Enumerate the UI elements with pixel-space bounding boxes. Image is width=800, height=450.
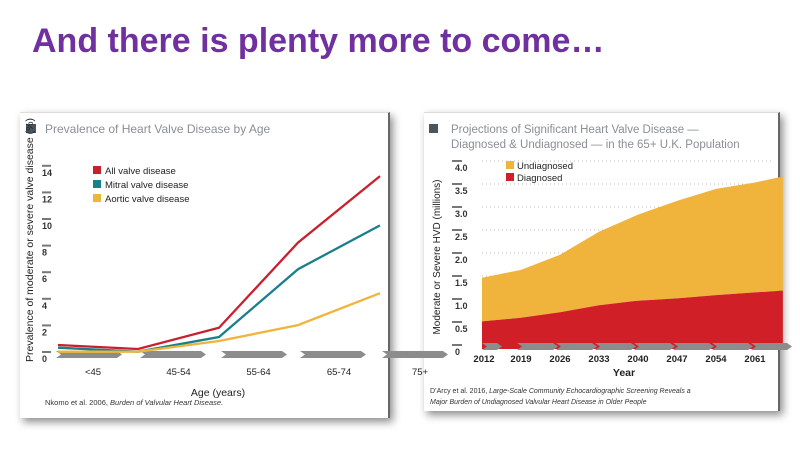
x-tick-label: 55-64 — [246, 367, 270, 378]
y-tick-mark — [42, 351, 51, 353]
y-tick-mark — [452, 183, 462, 185]
legend-label: Aortic valve disease — [105, 194, 189, 205]
x-axis-chevron — [751, 343, 792, 350]
y-tick-mark — [452, 206, 462, 208]
x-axis-label: Year — [613, 367, 635, 379]
x-tick-label: 2012 — [473, 354, 494, 365]
y-tick-label: 3.0 — [455, 209, 468, 219]
y-tick-label: 0 — [42, 354, 47, 364]
x-tick-label: 45-54 — [166, 367, 190, 378]
x-tick-label: 2040 — [627, 354, 648, 365]
y-tick-mark — [452, 321, 462, 323]
chart2-title-line1: Projections of Significant Heart Valve D… — [451, 124, 699, 136]
x-tick-label: 2033 — [588, 354, 609, 365]
y-tick-label: 10 — [42, 221, 52, 231]
y-tick-label: 4.0 — [455, 163, 468, 173]
y-tick-label: 8 — [42, 248, 47, 258]
y-tick-label: 2.0 — [455, 255, 468, 265]
chart1-title: Prevalence of Heart Valve Disease by Age — [45, 122, 271, 136]
y-tick-mark — [452, 275, 462, 277]
legend-swatch — [93, 180, 101, 188]
source-authors: D’Arcy et al. 2016, — [430, 388, 489, 395]
x-axis-chevron — [634, 343, 675, 350]
x-tick-label: 2047 — [666, 354, 687, 365]
y-tick-label: 4 — [42, 301, 47, 311]
y-tick-mark — [42, 324, 51, 327]
y-tick-mark — [452, 229, 462, 231]
x-axis-chevron — [140, 351, 206, 358]
x-axis-chevron — [300, 351, 366, 358]
legend-label: Mitral valve disease — [105, 180, 188, 191]
y-tick-mark — [452, 298, 462, 300]
y-tick-label: 3.5 — [455, 186, 468, 196]
slide-title: And there is plenty more to come… — [32, 22, 605, 60]
x-tick-label: 75+ — [412, 367, 429, 378]
source-citation-line2: Major Burden of Undiagnosed Valvular Hea… — [430, 399, 647, 406]
y-tick-mark — [452, 252, 462, 254]
y-tick-mark — [42, 164, 51, 167]
legend-label: Undiagnosed — [517, 161, 573, 172]
y-tick-label: 0 — [455, 347, 460, 357]
y-tick-mark — [42, 191, 51, 194]
area-undiagnosed — [482, 176, 783, 322]
y-tick-label: 0.5 — [455, 324, 468, 334]
y-axis-label: Moderate or Severe HVD (millions) — [432, 179, 443, 334]
x-tick-label: 65-74 — [327, 367, 351, 378]
x-tick-label: 2026 — [549, 354, 570, 365]
y-tick-mark — [42, 244, 51, 247]
legend-swatch — [506, 161, 514, 169]
y-tick-mark — [452, 344, 462, 346]
source-title-line1: Large-Scale Community Echocardiographic … — [489, 388, 691, 395]
chart-panel-prevalence — [20, 112, 390, 418]
y-tick-label: 6 — [42, 274, 47, 284]
x-axis-chevron — [517, 343, 558, 350]
x-tick-label: 2054 — [705, 354, 727, 365]
source-citation: Nkomo et al. 2006, Burden of Valvular He… — [45, 398, 223, 407]
x-axis-chevron — [595, 343, 636, 350]
chart2-title-line2: Diagnosed & Undiagnosed — in the 65+ U.K… — [451, 139, 740, 151]
y-tick-label: 2 — [42, 327, 47, 337]
y-tick-label: 14 — [42, 168, 52, 178]
legend-label: Diagnosed — [517, 173, 562, 184]
legend-label: All valve disease — [105, 166, 176, 177]
source-title: Burden of Valvular Heart Disease. — [110, 398, 223, 407]
y-tick-label: 12 — [42, 194, 52, 204]
x-tick-label: 2019 — [510, 354, 531, 365]
x-axis-chevron — [382, 351, 448, 358]
area-diagnosed — [482, 290, 783, 349]
x-axis-chevron — [556, 343, 597, 350]
series-line-0 — [57, 175, 381, 351]
y-tick-mark — [42, 271, 51, 274]
x-tick-label: <45 — [85, 367, 101, 378]
legend-swatch — [93, 194, 101, 202]
x-axis-chevron — [673, 343, 714, 350]
x-axis-chevron — [221, 351, 287, 358]
title-bullet-icon — [26, 124, 36, 133]
series-line-2 — [58, 292, 381, 353]
source-citation: D’Arcy et al. 2016, Large-Scale Communit… — [430, 388, 691, 395]
source-authors: Nkomo et al. 2006, — [45, 398, 110, 407]
y-tick-mark — [42, 218, 51, 220]
y-tick-mark — [42, 297, 51, 300]
y-tick-mark — [452, 160, 462, 162]
x-tick-label: 2061 — [744, 354, 766, 365]
y-tick-label: 2.5 — [455, 232, 468, 242]
legend-swatch — [93, 166, 101, 174]
y-axis-label: Prevalence of moderate or severe valve d… — [24, 118, 36, 362]
y-tick-label: 1.5 — [455, 278, 468, 288]
x-axis-chevron — [712, 343, 753, 350]
legend-swatch — [506, 173, 514, 181]
y-tick-label: 1.0 — [455, 301, 468, 311]
x-axis-chevron — [482, 343, 502, 350]
title-bullet-icon — [429, 124, 438, 133]
series-line-1 — [57, 224, 381, 353]
x-axis-label: Age (years) — [191, 387, 245, 399]
